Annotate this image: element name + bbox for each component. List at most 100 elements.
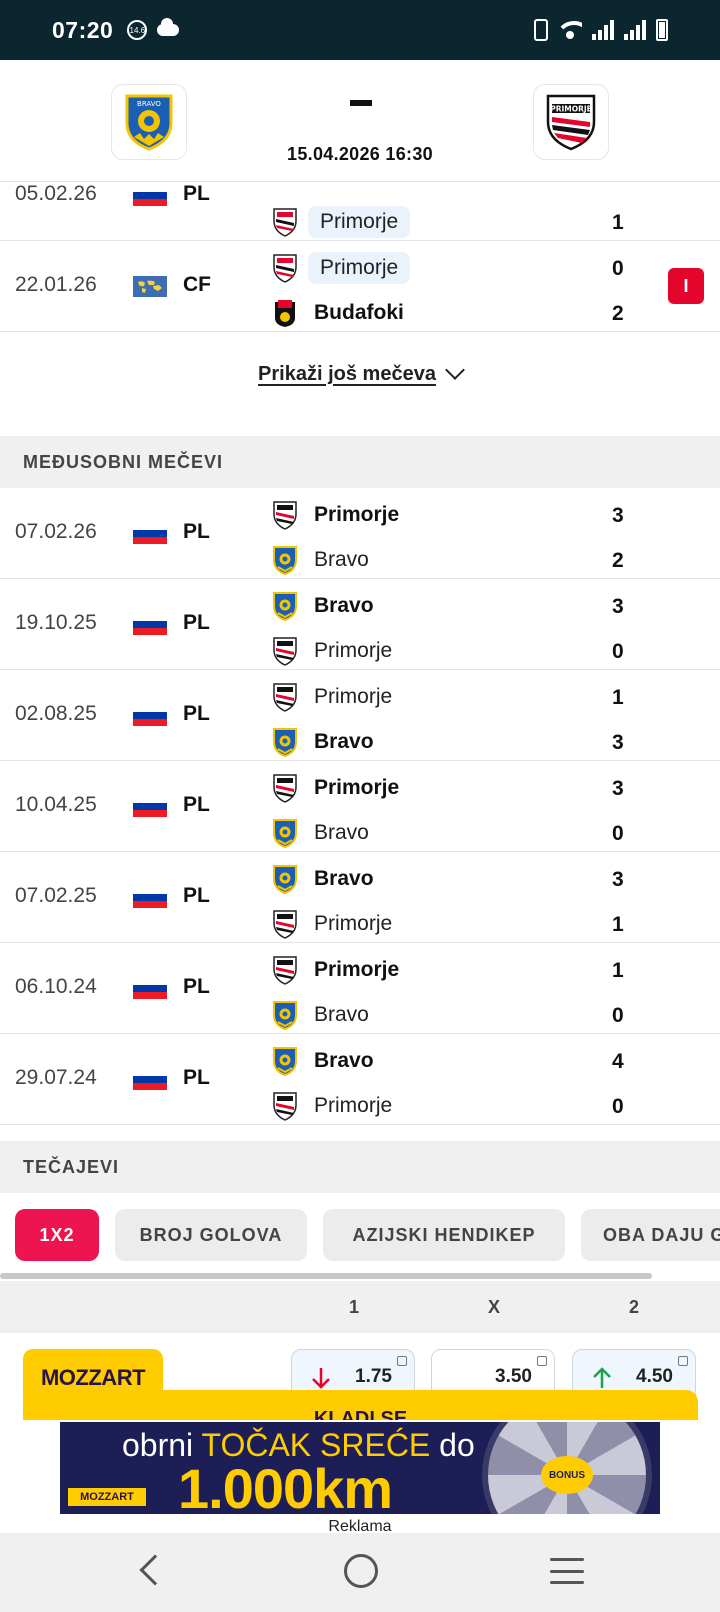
wifi-icon <box>558 21 582 39</box>
score: 3 <box>612 868 624 891</box>
budafoki-logo-icon <box>275 300 295 327</box>
score: 1 <box>612 211 624 234</box>
bravo-crest-icon: BRAVO <box>125 94 173 151</box>
team-line: Bravo <box>272 588 374 624</box>
home-icon[interactable] <box>344 1554 378 1588</box>
match-date: 05.02.26 <box>15 182 97 205</box>
score: 0 <box>612 640 624 663</box>
team-line: Bravo <box>272 542 369 578</box>
primorje-crest-icon: PRIMORJE <box>546 94 596 151</box>
team-name: Bravo <box>314 867 374 890</box>
tab-oba-daju-gol[interactable]: OBA DAJU G <box>581 1209 720 1261</box>
competition-code: PL <box>183 182 210 205</box>
bravo-logo-icon <box>273 592 297 621</box>
tab-azijski-hendikep[interactable]: AZIJSKI HENDIKEP <box>323 1209 565 1261</box>
battery-icon <box>656 19 668 41</box>
primorje-logo-icon <box>273 254 297 283</box>
score: 3 <box>612 731 624 754</box>
arrow-down-icon <box>312 1368 330 1389</box>
signal-icon <box>624 20 646 40</box>
slovenia-flag-icon <box>133 796 167 817</box>
primorje-logo-icon <box>273 683 297 712</box>
external-link-icon <box>537 1356 547 1366</box>
odds-tabs: 1X2 BROJ GOLOVA AZIJSKI HENDIKEP OBA DAJ… <box>0 1193 720 1273</box>
team-line: Bravo <box>272 997 369 1033</box>
team-line: Primorje <box>272 250 411 286</box>
h2h-row[interactable]: 19.10.25 PL Bravo Primorje 3 0 <box>0 579 720 670</box>
slovenia-flag-icon <box>133 1069 167 1090</box>
competition-code: PL <box>183 702 210 725</box>
score: 4 <box>612 1050 624 1073</box>
slovenia-flag-icon <box>133 887 167 908</box>
h2h-list: 07.02.26 PL Primorje Bravo 3 2 19.10.25 PL Bravo… <box>0 488 720 1125</box>
wheel-bonus-label: BONUS <box>541 1456 593 1494</box>
ad-banner[interactable]: obrni TOČAK SREĆE do 1.000km MOZZART BON… <box>60 1422 660 1514</box>
data-saver-icon: 14.6 <box>127 20 148 40</box>
odds-section-title: TEČAJEVI <box>0 1141 720 1193</box>
team-line: Primorje <box>272 1088 392 1124</box>
primorje-logo-icon <box>273 910 297 939</box>
team-name: Bravo <box>314 1003 369 1026</box>
competition-code: CF <box>183 273 211 296</box>
away-team-logo[interactable]: PRIMORJE <box>533 84 609 160</box>
team-name: Bravo <box>314 594 374 617</box>
h2h-row[interactable]: 07.02.26 PL Primorje Bravo 3 2 <box>0 488 720 579</box>
bravo-logo-icon <box>273 1001 297 1030</box>
world-flag-icon <box>133 276 167 297</box>
ad-amount: 1.000km <box>178 1457 393 1514</box>
odd-value: 1.75 <box>355 1366 392 1387</box>
match-date: 07.02.26 <box>15 520 97 543</box>
scrollbar-thumb[interactable] <box>0 1273 652 1279</box>
competition-code: PL <box>183 884 210 907</box>
h2h-row[interactable]: 07.02.25 PL Bravo Primorje 3 1 <box>0 852 720 943</box>
score: 0 <box>612 822 624 845</box>
team-line: Primorje <box>272 633 392 669</box>
ad-area: obrni TOČAK SREĆE do 1.000km MOZZART BON… <box>0 1420 720 1535</box>
score: 3 <box>612 777 624 800</box>
score: 3 <box>612 595 624 618</box>
bravo-logo-icon <box>273 728 297 757</box>
back-icon[interactable] <box>139 1554 171 1586</box>
menu-icon[interactable] <box>550 1558 584 1584</box>
ad-brand-logo: MOZZART <box>68 1488 146 1506</box>
h2h-row[interactable]: 02.08.25 PL Primorje Bravo 1 3 <box>0 670 720 761</box>
competition-code: PL <box>183 975 210 998</box>
match-header: BRAVO 15.04.2026 16:30 PRIMORJE <box>0 60 720 182</box>
odds-col-x: X <box>487 1297 500 1317</box>
team-name: Primorje <box>314 685 393 708</box>
cloud-icon <box>157 18 180 36</box>
team-name: Primorje <box>314 503 400 526</box>
home-team-logo[interactable]: BRAVO <box>111 84 187 160</box>
vibrate-icon <box>534 19 548 41</box>
score: 0 <box>612 1095 624 1118</box>
bravo-logo-icon <box>273 546 297 575</box>
team-name: Budafoki <box>314 301 404 324</box>
external-link-icon <box>397 1356 407 1366</box>
team-line: Bravo <box>272 1043 374 1079</box>
match-date: 06.10.24 <box>15 975 97 998</box>
score: 1 <box>612 913 624 936</box>
primorje-logo-icon <box>273 208 297 237</box>
h2h-row[interactable]: 10.04.25 PL Primorje Bravo 3 0 <box>0 761 720 852</box>
team-line: Primorje <box>272 497 399 533</box>
team-line: Bravo <box>272 815 369 851</box>
slovenia-flag-icon <box>133 614 167 635</box>
h2h-row[interactable]: 29.07.24 PL Bravo Primorje 4 0 <box>0 1034 720 1125</box>
tab-1x2[interactable]: 1X2 <box>15 1209 99 1261</box>
tab-broj-golova[interactable]: BROJ GOLOVA <box>115 1209 307 1261</box>
show-more-label: Prikaži još mečeva <box>258 362 436 385</box>
odds-header: 1 X 2 <box>0 1281 720 1333</box>
team-name: Bravo <box>314 1049 374 1072</box>
show-more-button[interactable]: Prikaži još mečeva <box>0 332 720 416</box>
team-line: Primorje <box>272 906 392 942</box>
svg-text:BRAVO: BRAVO <box>137 100 161 108</box>
competition-code: PL <box>183 611 210 634</box>
slovenia-flag-icon <box>133 523 167 544</box>
match-date: 19.10.25 <box>15 611 97 634</box>
form-row[interactable]: 22.01.26 CF Primorje Budafoki 0 2 I <box>0 241 720 332</box>
primorje-logo-icon <box>273 956 297 985</box>
tabs-scrollbar[interactable] <box>0 1273 720 1281</box>
score: 1 <box>612 959 624 982</box>
h2h-row[interactable]: 06.10.24 PL Primorje Bravo 1 0 <box>0 943 720 1034</box>
odds-col-1: 1 <box>348 1297 359 1317</box>
